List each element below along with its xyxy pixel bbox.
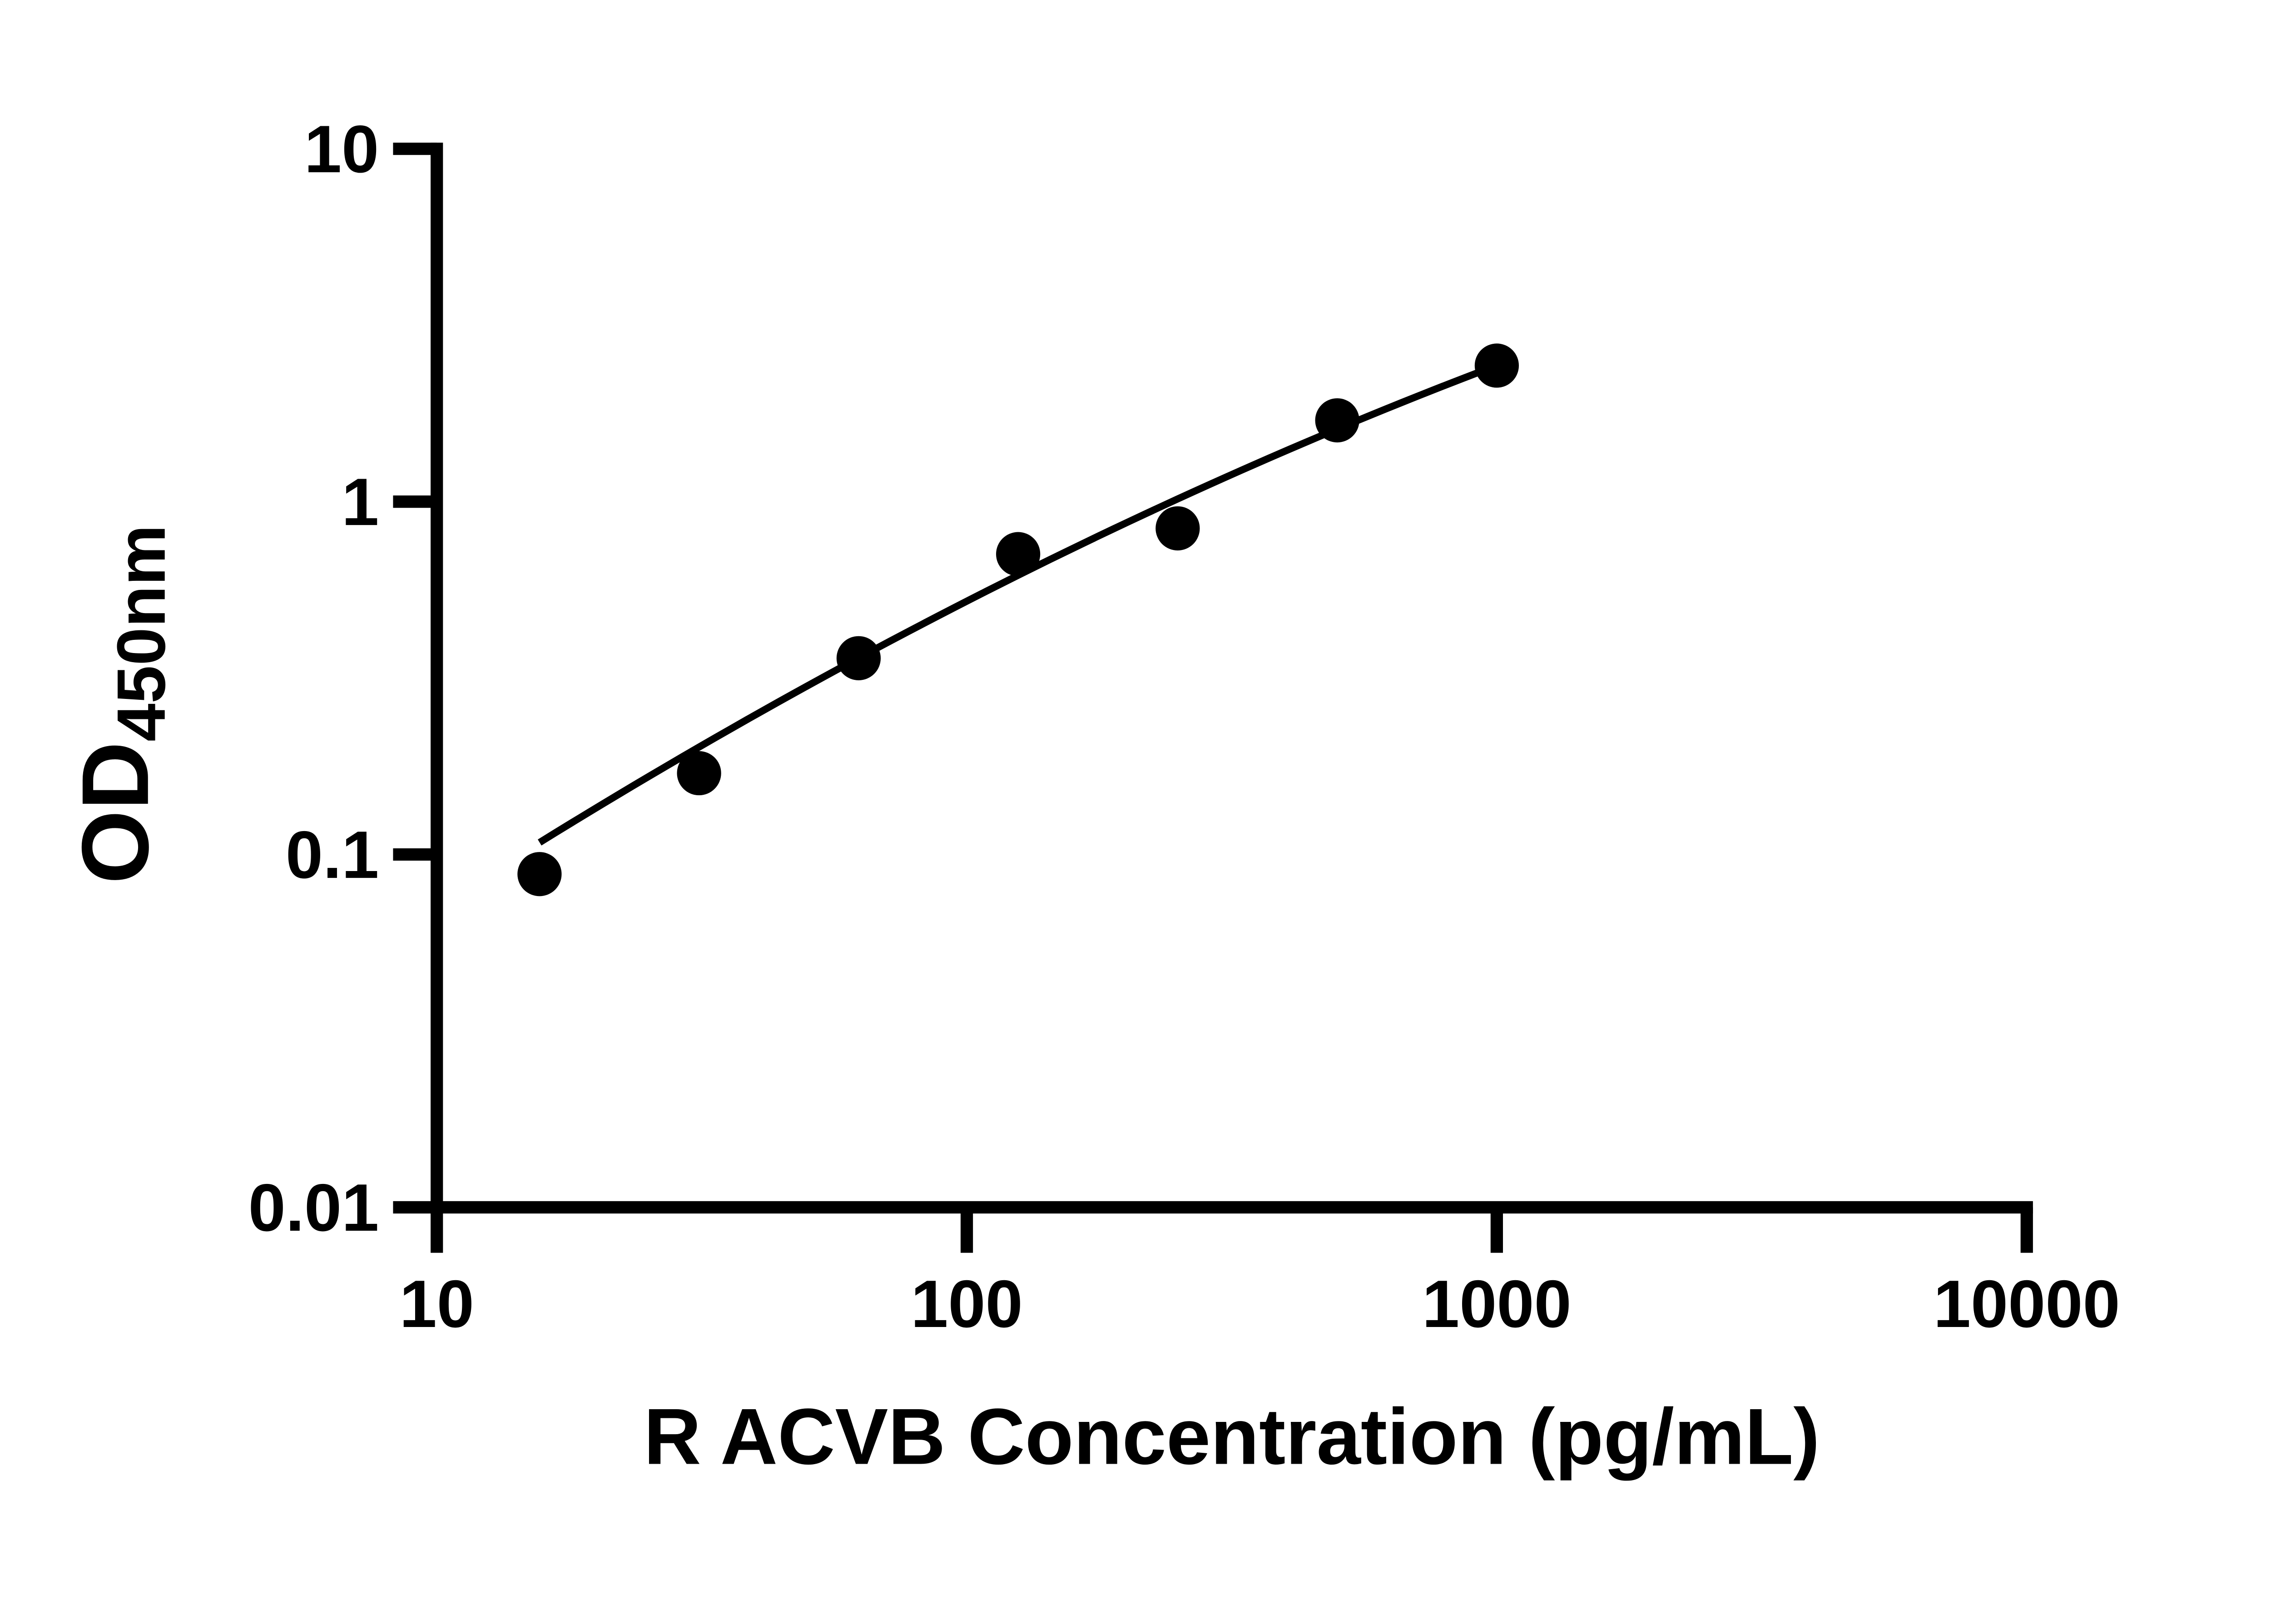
data-point [996,532,1041,576]
y-tick-label: 0.1 [286,817,379,892]
y-tick-label: 0.01 [248,1170,379,1245]
data-point [836,636,881,680]
y-axis-title-sub: 450nm [103,525,179,741]
data-point [1155,506,1200,551]
x-axis-title: R ACVB Concentration (pg/mL) [644,1392,1820,1481]
x-tick-label: 10000 [1934,1267,2120,1342]
data-point [677,751,721,796]
data-series [517,343,1519,896]
x-tick-label: 10 [399,1267,474,1342]
data-point [517,852,562,896]
y-tick-label: 10 [304,112,379,187]
elisa-standard-curve-chart: 10 100 1000 10000 0.01 0.1 1 10 R ACVB Concentr… [62,112,2120,1481]
x-tick-label: 1000 [1422,1267,1572,1342]
chart-canvas: 10 100 1000 10000 0.01 0.1 1 10 R ACVB Concentr… [62,112,2120,1481]
data-point [1474,343,1519,388]
tick-labels: 10 100 1000 10000 0.01 0.1 1 10 [248,112,2120,1342]
tick-marks [393,143,2033,1253]
y-axis-title: OD450nm [63,525,179,884]
axes [431,143,2033,1214]
x-tick-label: 100 [911,1267,1023,1342]
y-tick-label: 1 [342,465,379,540]
data-point [1315,398,1359,443]
y-axis-title-main: OD [63,742,169,884]
